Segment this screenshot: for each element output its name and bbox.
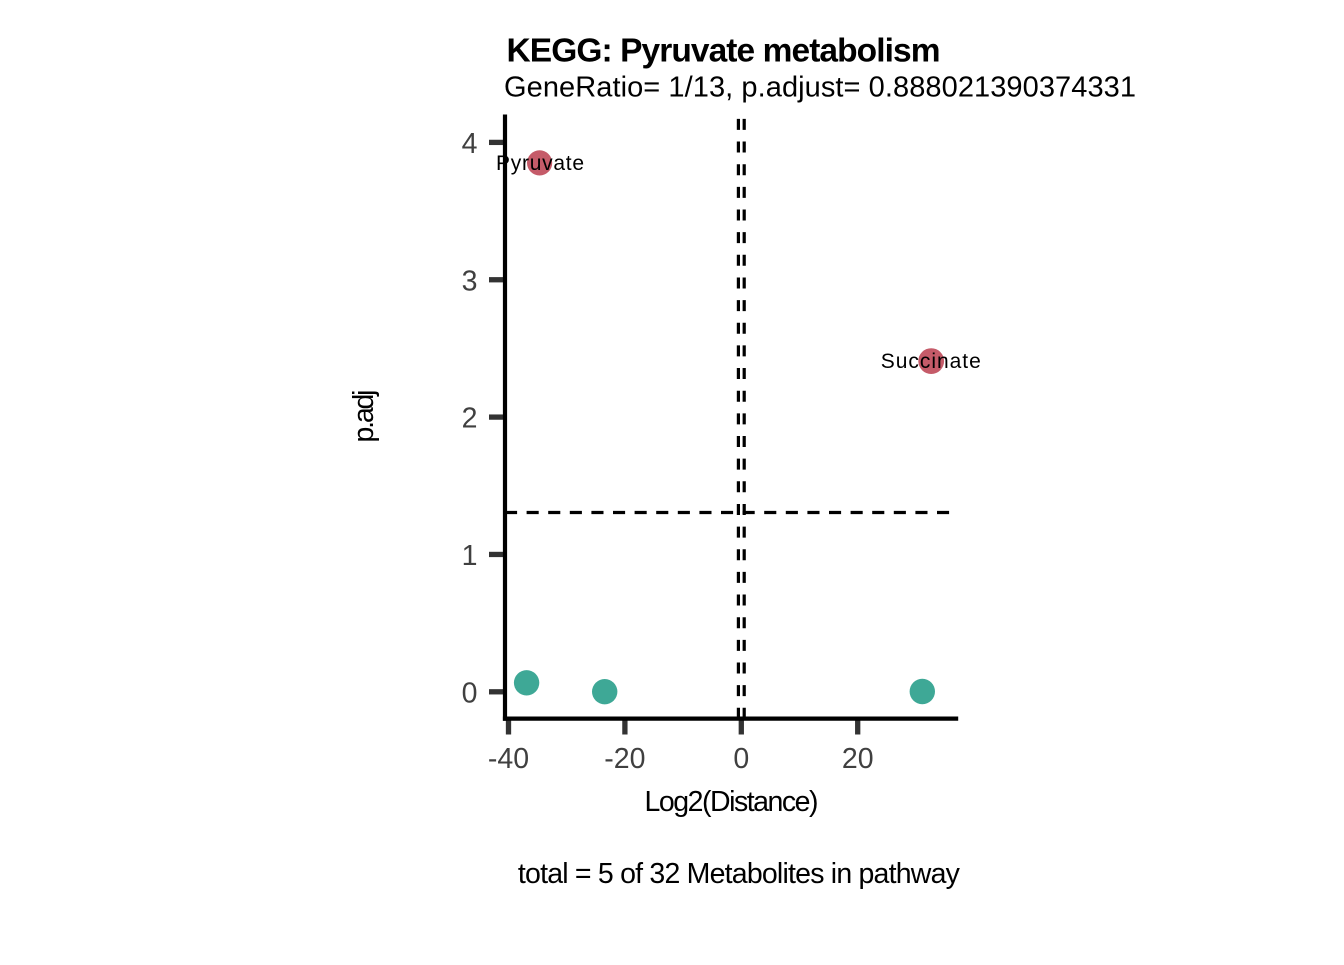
svg-text:KEGG: Pyruvate metabolism: KEGG: Pyruvate metabolism: [507, 33, 941, 70]
svg-text:20: 20: [842, 743, 874, 775]
svg-text:-40: -40: [488, 743, 529, 775]
svg-text:0: 0: [462, 677, 478, 709]
svg-text:2: 2: [462, 403, 478, 435]
svg-text:-20: -20: [604, 743, 645, 775]
svg-text:0: 0: [733, 743, 749, 775]
svg-text:Succinate: Succinate: [881, 350, 981, 373]
svg-text:Log2(Distance): Log2(Distance): [645, 786, 819, 818]
svg-text:4: 4: [462, 128, 478, 160]
svg-text:GeneRatio= 1/13, p.adjust= 0.8: GeneRatio= 1/13, p.adjust= 0.88802139037…: [504, 72, 1136, 104]
svg-text:p.adj: p.adj: [348, 390, 380, 443]
svg-text:Pyruvate: Pyruvate: [496, 152, 584, 175]
svg-text:total = 5 of 32 Metabolites in: total = 5 of 32 Metabolites in pathway: [518, 858, 961, 890]
svg-text:1: 1: [462, 540, 478, 572]
svg-text:3: 3: [462, 265, 478, 297]
